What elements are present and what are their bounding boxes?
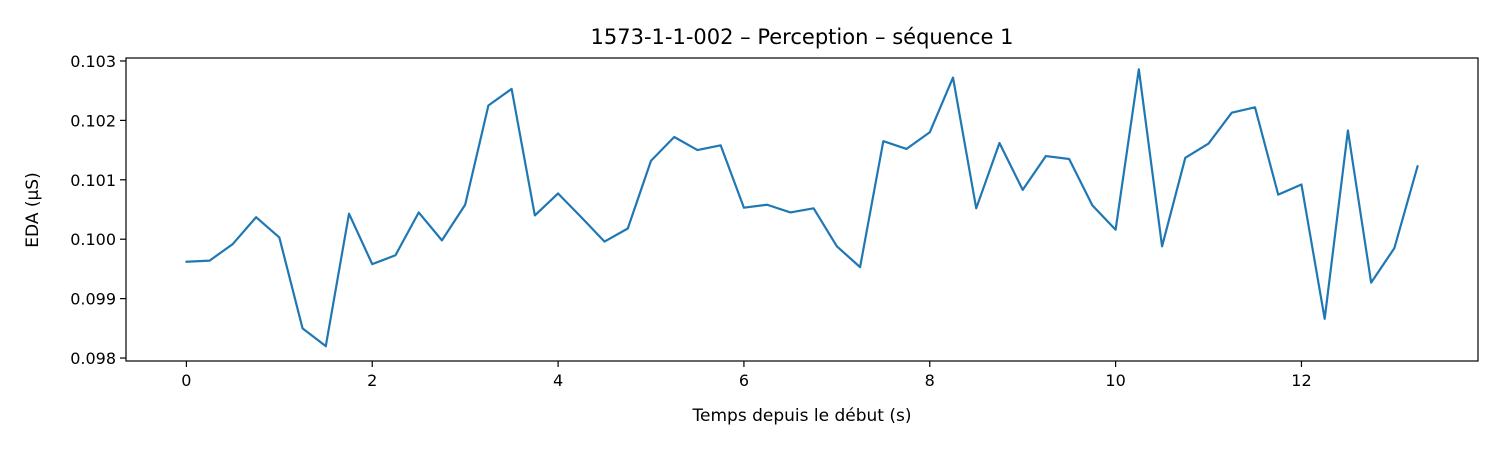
x-tick-label: 4 [553, 371, 563, 390]
x-tick-label: 10 [1105, 371, 1125, 390]
plot-area [185, 68, 1419, 348]
x-tick-label: 6 [739, 371, 749, 390]
x-tick-label: 0 [181, 371, 191, 390]
y-tick-label: 0.101 [70, 171, 116, 190]
series-line [185, 68, 1419, 348]
x-tick-label: 8 [925, 371, 935, 390]
y-tick-label: 0.098 [70, 349, 116, 368]
chart-title: 1573-1-1-002 – Perception – séquence 1 [591, 25, 1014, 49]
x-tick-label: 12 [1291, 371, 1311, 390]
x-axis-label: Temps depuis le début (s) [692, 406, 912, 426]
x-tick-label: 2 [367, 371, 377, 390]
y-tick-label: 0.100 [70, 230, 116, 249]
y-tick-label: 0.102 [70, 111, 116, 130]
y-tick-label: 0.099 [70, 290, 116, 309]
y-axis-label: EDA (µS) [23, 172, 43, 247]
y-tick-label: 0.103 [70, 52, 116, 71]
y-axis: 0.098 0.099 0.100 0.101 0.102 0.103 [70, 52, 126, 368]
x-axis: 0 2 4 6 8 10 12 [181, 361, 1312, 390]
plot-frame [125, 57, 1479, 362]
